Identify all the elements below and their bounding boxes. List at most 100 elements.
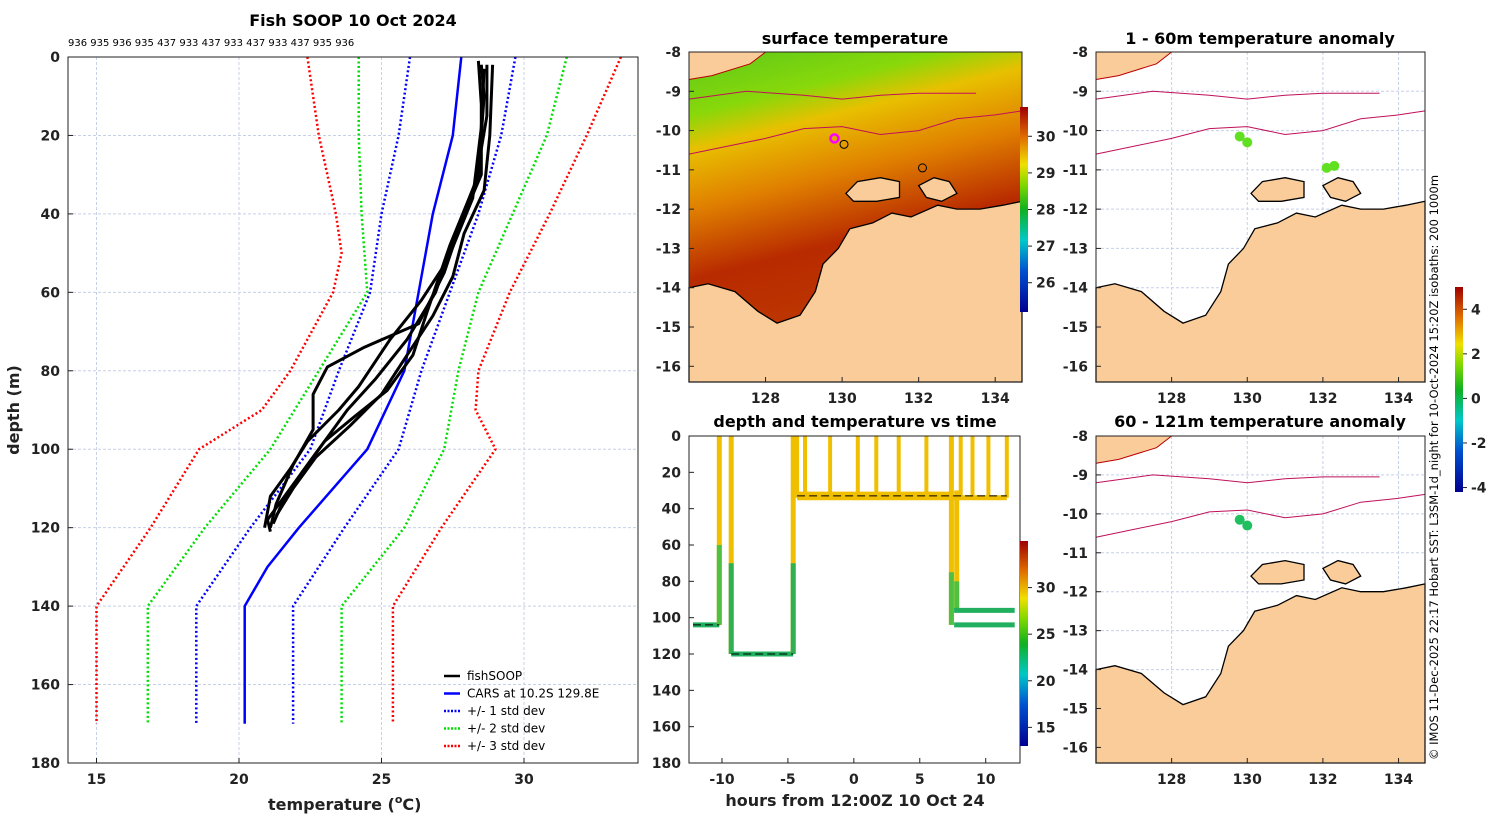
y-tick-label: -14 bbox=[656, 281, 682, 297]
series-line-cars-at-10-2s-129-8e bbox=[243, 56, 463, 724]
y-tick-label: 180 bbox=[31, 756, 60, 772]
x-tick-label: -10 bbox=[709, 772, 735, 788]
legend-label: fishSOOP bbox=[467, 669, 522, 683]
depth-time-title: depth and temperature vs time bbox=[713, 412, 996, 431]
y-tick-label: -10 bbox=[1063, 124, 1089, 140]
y-tick-label: 60 bbox=[662, 538, 682, 554]
colorbar-tick-label: 26 bbox=[1036, 276, 1055, 292]
x-tick-label: 130 bbox=[1233, 391, 1262, 407]
y-tick-label: -15 bbox=[656, 320, 681, 336]
y-tick-label: 80 bbox=[662, 574, 682, 590]
x-tick-label: 128 bbox=[1157, 772, 1186, 788]
series-line--3-std bbox=[95, 56, 343, 724]
x-tick-label: 5 bbox=[915, 772, 925, 788]
x-tick-label: -5 bbox=[780, 772, 796, 788]
y-tick-label: -13 bbox=[656, 241, 681, 257]
x-tick-label: 132 bbox=[904, 391, 933, 407]
legend-label: +/- 3 std dev bbox=[467, 739, 545, 753]
isobath-200m bbox=[688, 110, 1023, 155]
profile-title: Fish SOOP 10 Oct 2024 bbox=[249, 11, 457, 30]
y-tick-label: 120 bbox=[31, 521, 60, 537]
y-tick-label: 0 bbox=[50, 50, 60, 66]
colorbar bbox=[1020, 541, 1028, 746]
axes-frame bbox=[67, 56, 639, 764]
peninsula bbox=[1321, 559, 1362, 585]
y-tick-label: -13 bbox=[1063, 241, 1088, 257]
x-tick-label: 30 bbox=[514, 772, 534, 788]
x-tick-label: 0 bbox=[849, 772, 859, 788]
y-tick-label: 140 bbox=[652, 683, 681, 699]
colorbar-tick-label: 28 bbox=[1036, 203, 1055, 219]
isobath-1000m bbox=[1095, 474, 1380, 484]
y-tick-label: 20 bbox=[662, 465, 682, 481]
plot-area bbox=[689, 436, 1020, 763]
x-tick-label: 134 bbox=[1384, 772, 1413, 788]
ship-marker bbox=[917, 163, 927, 173]
colorbar bbox=[1455, 287, 1463, 492]
y-tick-label: 0 bbox=[671, 429, 681, 445]
x-tick-label: 134 bbox=[1384, 391, 1413, 407]
y-tick-label: -11 bbox=[656, 163, 681, 179]
anomaly-colorbar: 4 2 0 -2 -4 bbox=[1455, 287, 1487, 497]
plot-area bbox=[68, 57, 638, 763]
profile-ylabel: depth (m) bbox=[4, 365, 23, 455]
credit-text: © IMOS 11-Dec-2025 22:17 Hobart SST: L3S… bbox=[1427, 175, 1441, 760]
colorbar-tick-label: 0 bbox=[1471, 391, 1481, 407]
axes-frame bbox=[1095, 51, 1426, 383]
y-tick-label: -11 bbox=[1063, 546, 1088, 562]
x-tick-label: 128 bbox=[751, 391, 780, 407]
y-tick-label: -10 bbox=[656, 124, 682, 140]
y-tick-label: 160 bbox=[652, 720, 681, 736]
y-tick-label: -8 bbox=[1072, 45, 1088, 61]
legend-label: +/- 1 std dev bbox=[467, 704, 545, 718]
peninsula bbox=[917, 177, 958, 202]
land bbox=[1095, 583, 1426, 764]
colorbar-tick-label: 25 bbox=[1036, 627, 1055, 643]
y-tick-label: 100 bbox=[31, 442, 60, 458]
y-tick-label: -16 bbox=[1063, 359, 1088, 375]
y-tick-label: -15 bbox=[1063, 702, 1088, 718]
y-tick-label: -10 bbox=[1063, 507, 1089, 523]
ship-marker bbox=[839, 139, 849, 149]
anomaly-point bbox=[1242, 137, 1253, 148]
y-tick-label: -9 bbox=[1072, 84, 1088, 100]
isobath-1000m bbox=[1095, 90, 1380, 100]
y-tick-label: 20 bbox=[41, 128, 61, 144]
island bbox=[844, 177, 901, 202]
island bbox=[1250, 177, 1305, 202]
colorbar-tick-label: 30 bbox=[1036, 581, 1056, 597]
series-line-fishsoop bbox=[263, 68, 486, 528]
anomaly-1-60m-panel: 1 - 60m temperature anomaly 128 130 132 134… bbox=[1063, 29, 1426, 407]
y-tick-label: 80 bbox=[41, 364, 61, 380]
y-tick-label: -14 bbox=[1063, 281, 1089, 297]
depth-time-panel: depth and temperature vs time -10 -5 0 5 100… bbox=[652, 412, 1056, 810]
profile-xlabel: temperature (oC) bbox=[268, 793, 421, 814]
y-tick-label: -13 bbox=[1063, 624, 1088, 640]
series-line--2-std bbox=[146, 57, 369, 724]
colorbar-tick-label: -4 bbox=[1471, 481, 1487, 497]
ship-marker bbox=[829, 133, 840, 144]
isobath-200m bbox=[1095, 110, 1426, 155]
isobath-200m bbox=[1095, 493, 1426, 538]
anomaly-60-121m-title: 60 - 121m temperature anomaly bbox=[1114, 412, 1406, 431]
anomaly-point bbox=[1242, 520, 1253, 531]
colorbar bbox=[1020, 107, 1028, 312]
axes-frame bbox=[1095, 435, 1426, 764]
isobath-1000m bbox=[688, 90, 977, 100]
y-tick-label: -8 bbox=[665, 45, 681, 61]
y-tick-label: -12 bbox=[656, 202, 681, 218]
legend-label: +/- 2 std dev bbox=[467, 722, 545, 736]
colorbar-tick-label: 30 bbox=[1036, 129, 1056, 145]
colorbar-tick-label: 2 bbox=[1471, 347, 1481, 363]
x-tick-label: 15 bbox=[87, 772, 106, 788]
y-tick-label: -11 bbox=[1063, 163, 1088, 179]
y-tick-label: -15 bbox=[1063, 320, 1088, 336]
x-tick-label: 20 bbox=[229, 772, 249, 788]
x-tick-label: 130 bbox=[1233, 772, 1262, 788]
y-tick-label: -16 bbox=[656, 359, 681, 375]
colorbar-tick-label: 29 bbox=[1036, 166, 1055, 182]
y-tick-label: 120 bbox=[652, 647, 681, 663]
y-tick-label: -16 bbox=[1063, 740, 1088, 756]
y-tick-label: 180 bbox=[652, 756, 681, 772]
